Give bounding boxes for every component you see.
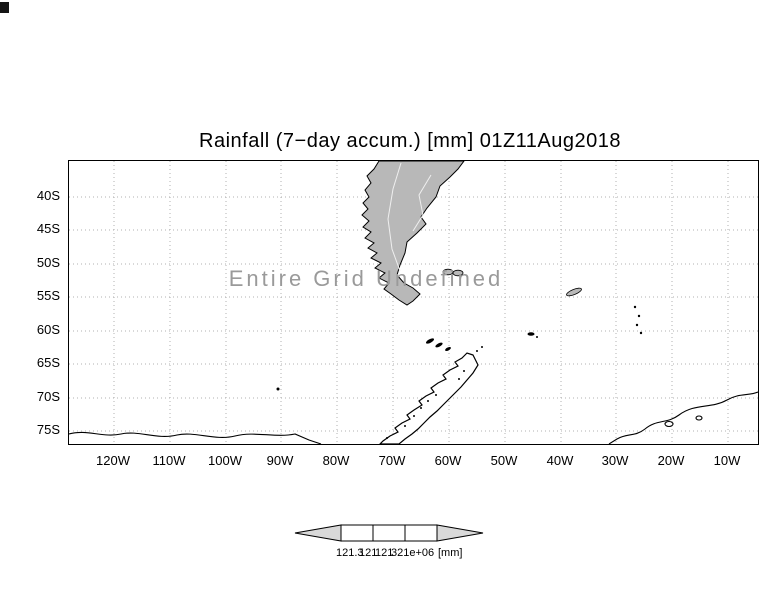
lon-tick-90w: 90W (266, 453, 294, 468)
lat-tick-70s: 70S (36, 389, 60, 404)
lat-tick-45s: 45S (36, 221, 60, 236)
south-america-landmass (361, 161, 465, 306)
antarctic-coast-east (608, 391, 758, 444)
peninsula-islets (276, 346, 483, 439)
colorbar (294, 524, 484, 542)
lon-tick-60w: 60W (434, 453, 462, 468)
map-plot-area (68, 160, 759, 445)
lon-tick-80w: 80W (322, 453, 350, 468)
colorbar-left-arrow (294, 524, 342, 542)
lat-tick-65s: 65S (36, 355, 60, 370)
lon-tick-20w: 20W (657, 453, 685, 468)
lon-tick-10w: 10W (713, 453, 741, 468)
colorbar-label-2: 121 (375, 547, 394, 559)
lon-tick-110w: 110W (152, 453, 186, 468)
falkland-islands (442, 268, 464, 277)
coastlines (69, 161, 758, 444)
south-georgia-island (566, 287, 582, 297)
south-shetland-islands (425, 332, 538, 352)
lon-tick-120w: 120W (96, 453, 130, 468)
no-data-message: Entire Grid Undefined (228, 266, 504, 291)
lat-tick-60s: 60S (36, 322, 60, 337)
colorbar-right-arrow (436, 524, 484, 542)
colorbar-body (340, 524, 438, 542)
lat-tick-55s: 55S (36, 288, 60, 303)
map-canvas (69, 161, 758, 444)
interior-boundary-lines (387, 162, 432, 272)
antarctic-coast-west (69, 431, 322, 444)
antarctic-peninsula (379, 352, 479, 444)
lat-tick-50s: 50S (36, 255, 60, 270)
lon-tick-100w: 100W (208, 453, 242, 468)
window-corner-artifact (0, 2, 9, 13)
lon-tick-40w: 40W (546, 453, 574, 468)
colorbar-label-1: 121 (359, 547, 378, 559)
colorbar-units: [mm] (438, 547, 463, 559)
south-sandwich-islands (633, 305, 643, 335)
colorbar-dividers (372, 525, 406, 541)
colorbar-label-3: 321e+06 (391, 547, 435, 559)
lat-tick-40s: 40S (36, 188, 60, 203)
lon-tick-70w: 70W (378, 453, 406, 468)
plot-title: Rainfall (7−day accum.) [mm] 01Z11Aug201… (199, 130, 621, 152)
lon-tick-30w: 30W (601, 453, 629, 468)
lon-tick-50w: 50W (490, 453, 518, 468)
colorbar-label-0: 121.3 (336, 547, 364, 559)
lat-tick-75s: 75S (36, 422, 60, 437)
